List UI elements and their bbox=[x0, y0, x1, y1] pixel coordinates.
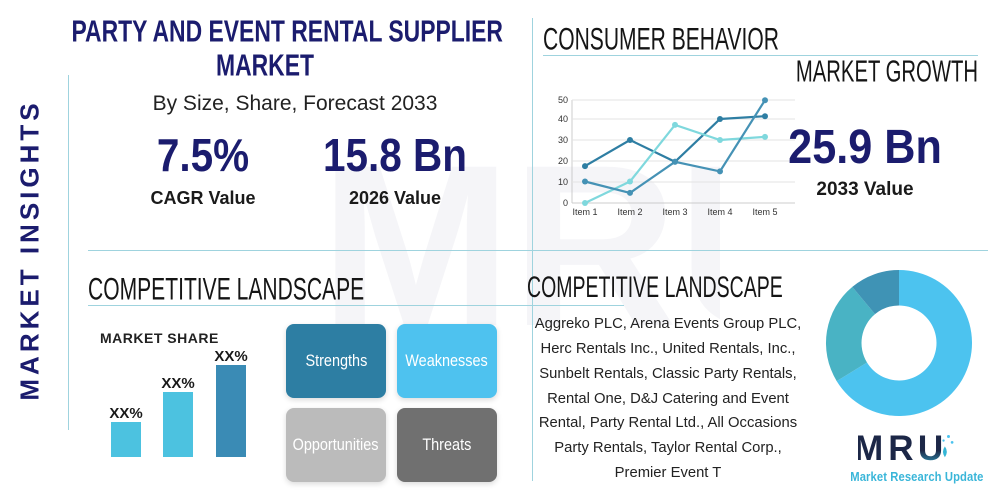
svg-text:M: M bbox=[858, 432, 883, 468]
svg-text:XX%: XX% bbox=[109, 405, 142, 422]
svg-text:50: 50 bbox=[558, 95, 568, 105]
svg-text:0: 0 bbox=[563, 198, 568, 208]
svg-text:30: 30 bbox=[558, 135, 568, 145]
svg-text:Item 4: Item 4 bbox=[707, 207, 732, 217]
svg-text:Item 1: Item 1 bbox=[572, 207, 597, 217]
svg-text:Item 5: Item 5 bbox=[752, 207, 777, 217]
svg-text:XX%: XX% bbox=[161, 375, 194, 392]
svg-text:Item 2: Item 2 bbox=[617, 207, 642, 217]
svg-text:XX%: XX% bbox=[214, 348, 247, 365]
svg-text:10: 10 bbox=[558, 177, 568, 187]
svg-text:40: 40 bbox=[558, 114, 568, 124]
svg-text:U: U bbox=[918, 432, 943, 468]
svg-text:Item 3: Item 3 bbox=[662, 207, 687, 217]
svg-text:20: 20 bbox=[558, 156, 568, 166]
svg-text:R: R bbox=[888, 432, 913, 468]
